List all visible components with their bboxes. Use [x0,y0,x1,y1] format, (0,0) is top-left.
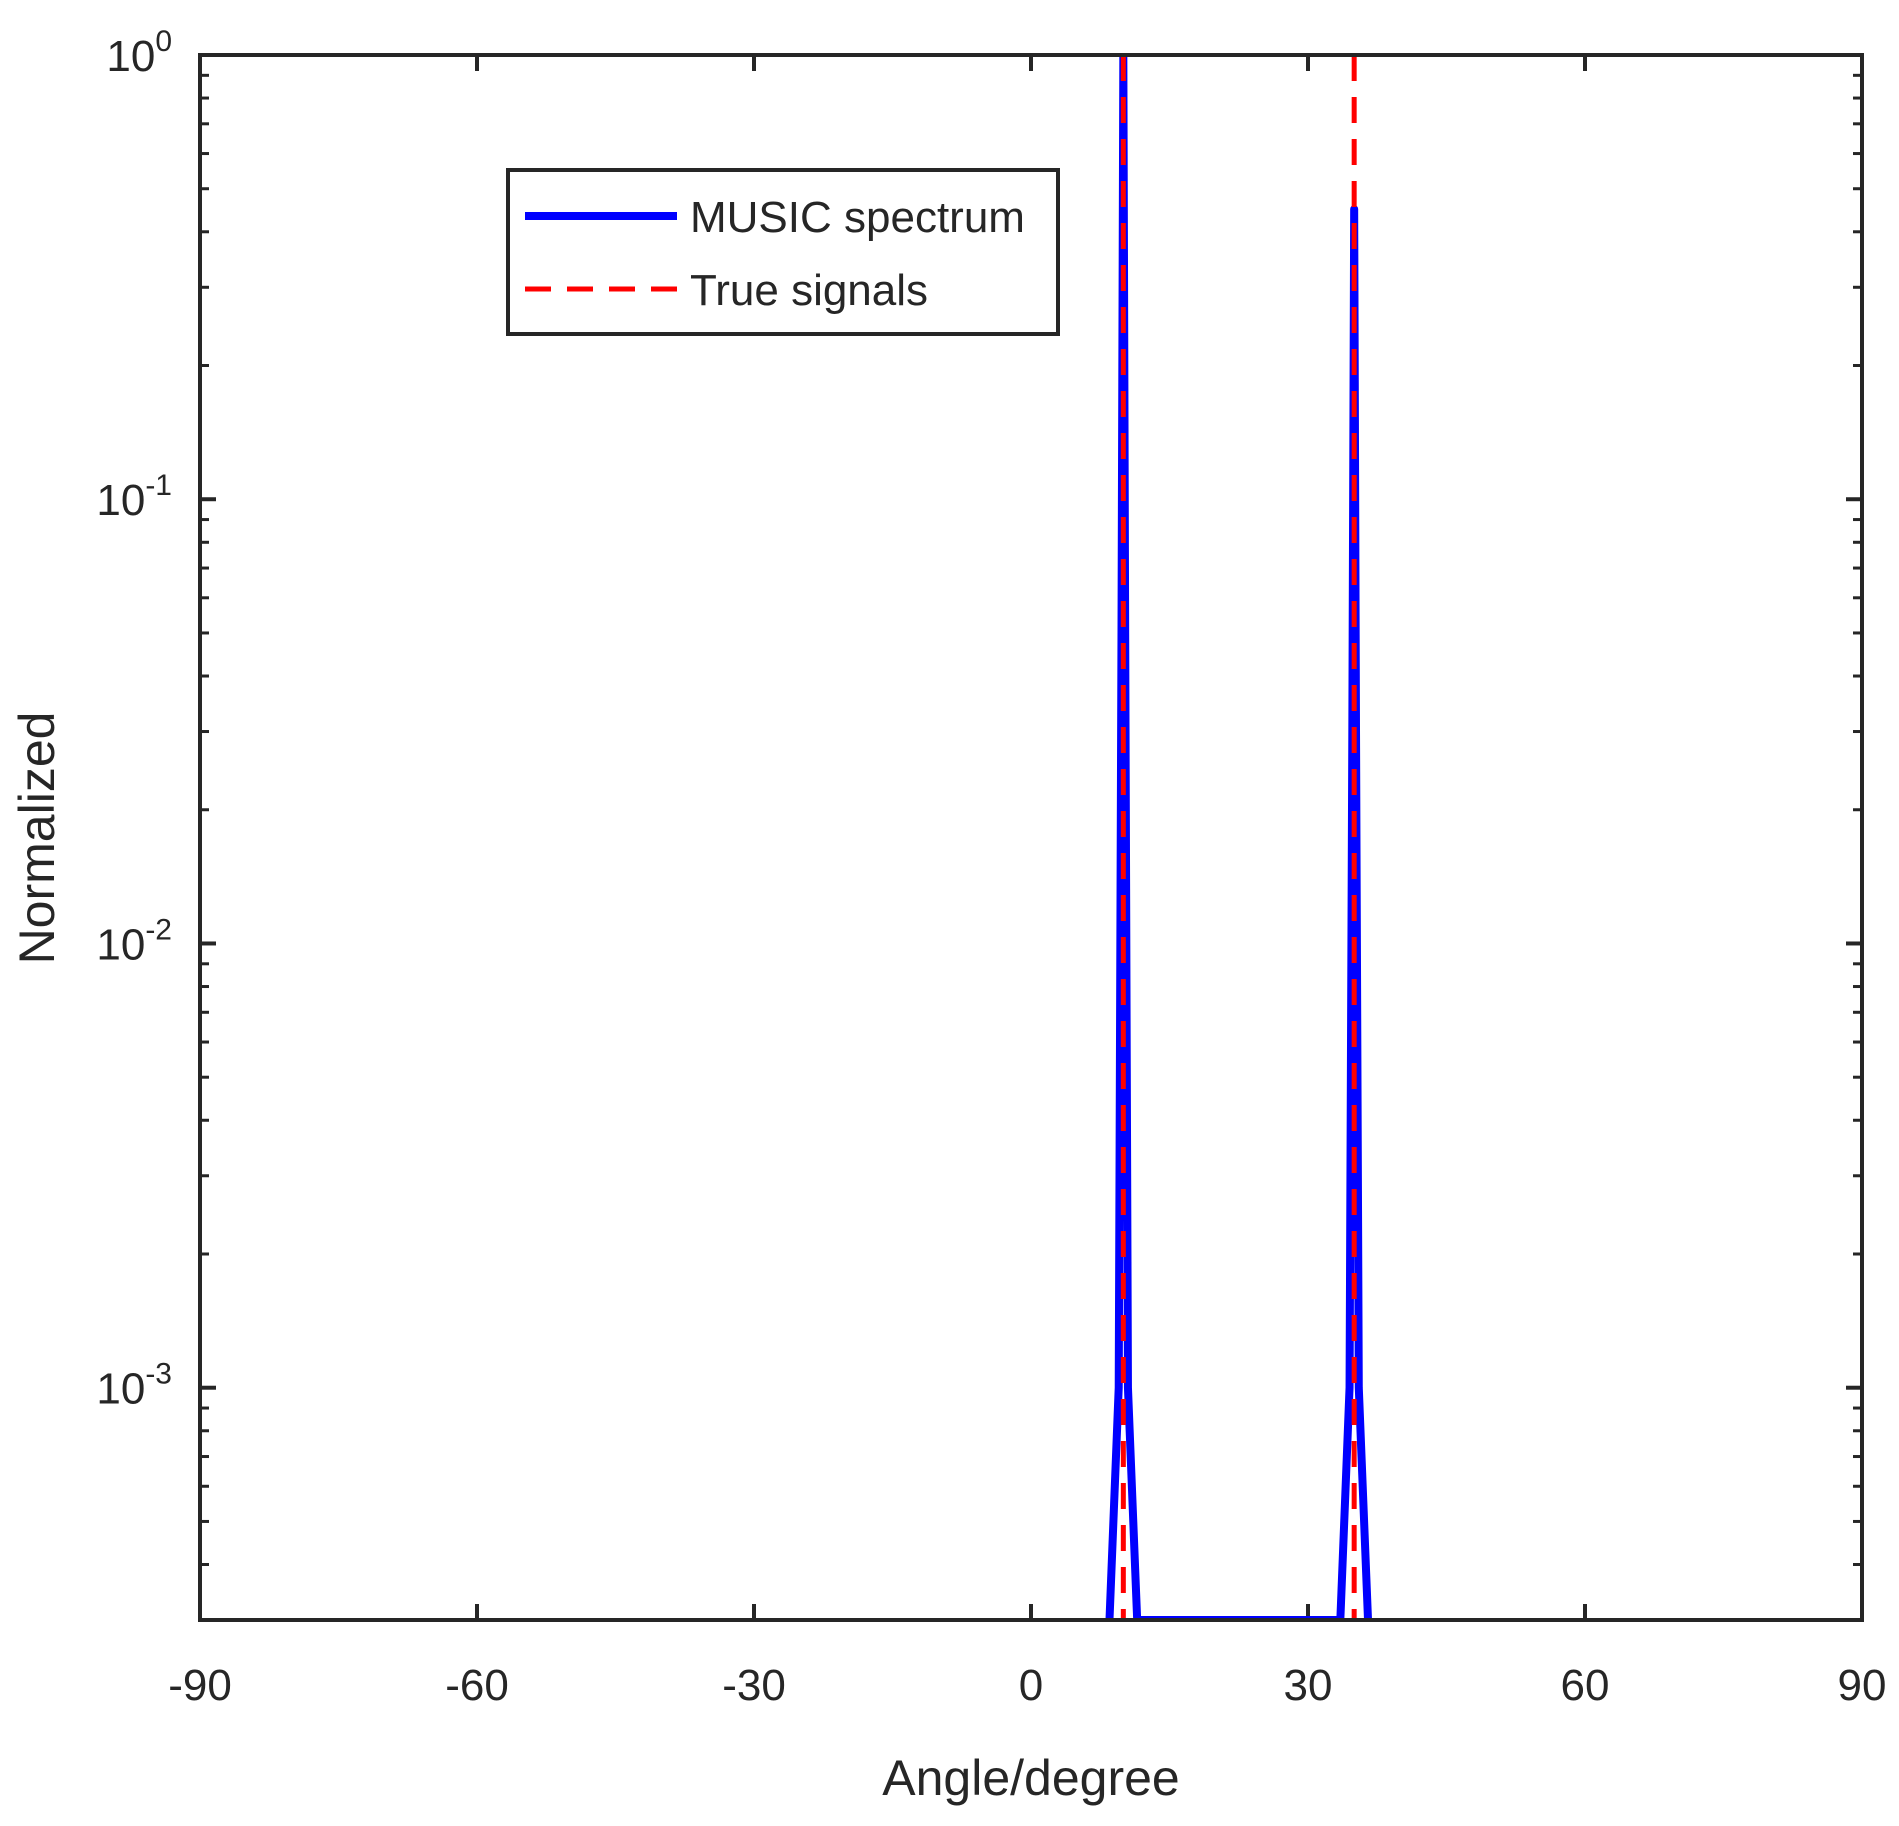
legend-box [506,168,1060,336]
y-axis-label: Normalized [9,712,65,965]
x-tick-label: -30 [722,1661,786,1710]
y-tick-label: 10-1 [96,469,172,525]
axes-box [198,53,1864,1622]
y-tick-label: 10-2 [96,913,172,969]
legend-label-music-spectrum: MUSIC spectrum [690,193,1025,242]
x-tick-label: 30 [1284,1661,1333,1710]
labels-layer: -90 -60 -30 0 30 60 90 100 10-1 10-2 10-3 [96,25,1886,1710]
series-layer [1105,55,1373,1620]
y-tick-label: 100 [106,25,172,81]
x-tick-label: -60 [445,1661,509,1710]
x-tick-label: 90 [1838,1661,1887,1710]
legend-label-true-signals: True signals [690,266,928,315]
legend: MUSIC spectrum True signals [506,168,1060,336]
x-tick-label: 0 [1019,1661,1043,1710]
x-axis-label: Angle/degree [882,1750,1179,1806]
x-tick-label: -90 [168,1661,232,1710]
x-tick-label: 60 [1561,1661,1610,1710]
y-tick-label: 10-3 [96,1358,172,1414]
